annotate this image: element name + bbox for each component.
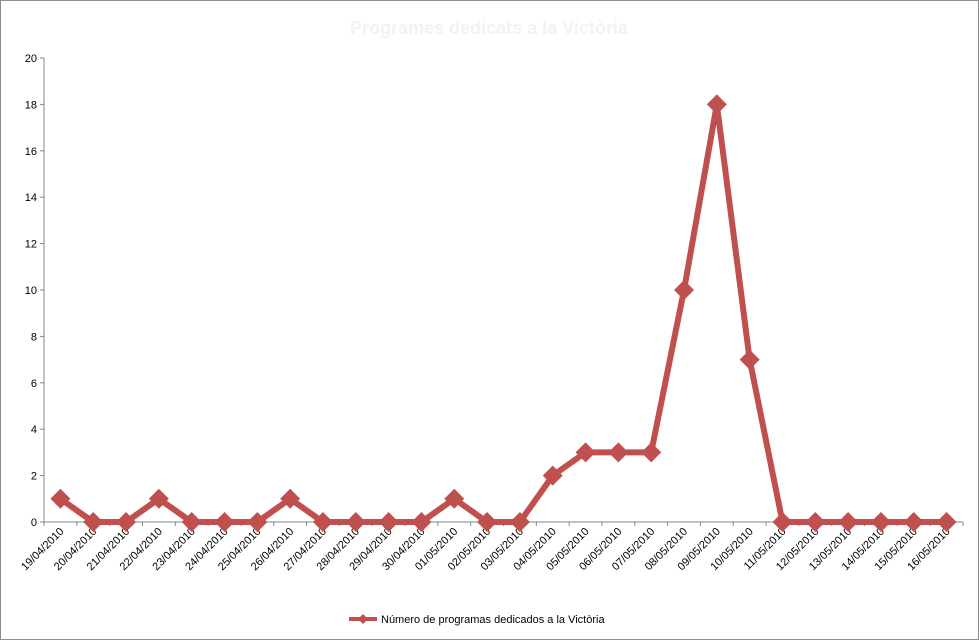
- data-point-marker: [411, 512, 432, 532]
- data-point-marker: [575, 442, 596, 463]
- data-point-marker: [509, 512, 530, 532]
- data-point-marker: [280, 488, 301, 509]
- data-point-marker: [181, 512, 202, 532]
- y-tick-label: 16: [25, 146, 37, 158]
- data-point-marker: [641, 442, 662, 463]
- data-point-marker: [838, 512, 859, 532]
- data-point-marker: [214, 512, 235, 532]
- y-tick-label: 18: [25, 99, 37, 111]
- data-point-marker: [247, 512, 268, 532]
- legend-label: Número de programas dedicados a la Victò…: [381, 614, 605, 626]
- data-point-marker: [870, 512, 891, 532]
- data-point-marker: [477, 512, 498, 532]
- data-point-marker: [739, 349, 760, 370]
- data-point-marker: [542, 465, 563, 486]
- data-point-marker: [608, 442, 629, 463]
- y-tick-label: 2: [31, 471, 37, 483]
- data-point-marker: [148, 488, 169, 509]
- y-tick-label: 12: [25, 239, 37, 251]
- y-tick-label: 8: [31, 331, 37, 343]
- y-tick-label: 10: [25, 285, 37, 297]
- y-tick-label: 20: [25, 53, 37, 65]
- series-layer: [50, 94, 957, 532]
- data-point-marker: [50, 488, 71, 509]
- data-point-marker: [772, 512, 793, 532]
- data-point-marker: [83, 512, 104, 532]
- data-point-marker: [345, 512, 366, 532]
- data-point-marker: [312, 512, 333, 532]
- data-point-marker: [805, 512, 826, 532]
- data-point-marker: [706, 94, 727, 115]
- data-point-marker: [903, 512, 924, 532]
- data-point-marker: [674, 280, 695, 300]
- legend-marker-swatch: [358, 614, 368, 624]
- data-point-marker: [444, 488, 465, 509]
- data-point-marker: [936, 512, 957, 532]
- y-tick-label: 0: [31, 517, 37, 529]
- y-tick-label: 14: [25, 192, 37, 204]
- y-tick-label: 6: [31, 378, 37, 390]
- series-line: [58, 101, 947, 525]
- data-point-marker: [116, 512, 137, 532]
- data-point-marker: [378, 512, 399, 532]
- y-tick-label: 4: [31, 424, 37, 436]
- chart-title: Programes dedicats a la Victòria: [350, 18, 629, 38]
- legend: Número de programas dedicados a la Victò…: [349, 614, 605, 626]
